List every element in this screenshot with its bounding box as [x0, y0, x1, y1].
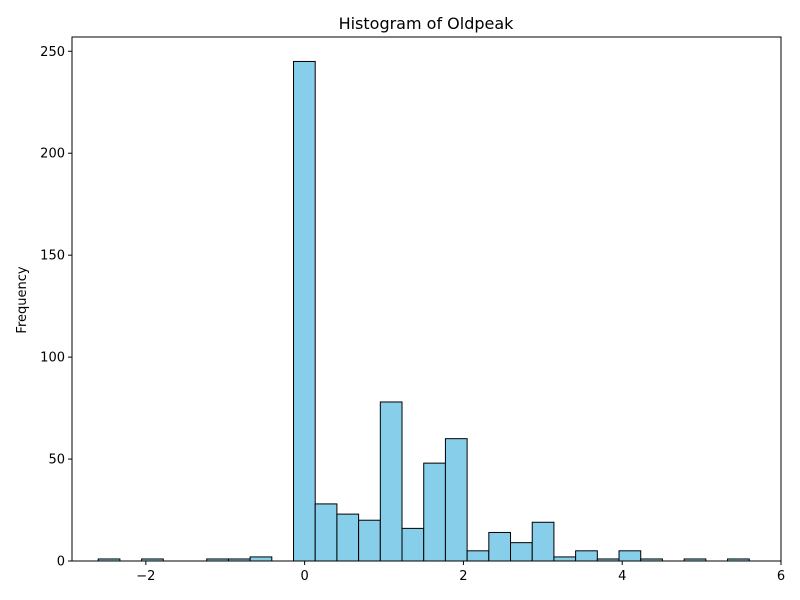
histogram-bar	[618, 550, 642, 562]
y-tick-label: 100	[40, 351, 65, 366]
histogram-bar	[293, 60, 316, 562]
histogram-bar	[531, 521, 555, 562]
histogram-bar	[553, 556, 577, 562]
x-tick-label: 2	[459, 569, 467, 584]
histogram-bar	[575, 550, 598, 562]
x-axis-ticks: −2 0 2 4 6	[136, 561, 785, 584]
y-tick-label: 0	[57, 555, 65, 570]
y-axis-label: Frequency	[15, 266, 30, 333]
y-tick-label: 50	[48, 453, 65, 468]
x-tick-label: −2	[136, 569, 155, 584]
histogram-bar	[249, 556, 273, 562]
histogram-bar	[401, 527, 425, 562]
histogram-bar	[314, 503, 338, 562]
y-axis-ticks: 0 50 100 150 200 250	[40, 45, 72, 570]
x-tick-label: 4	[618, 569, 626, 584]
histogram-bar	[466, 550, 490, 562]
y-tick-label: 200	[40, 147, 65, 162]
plot-frame	[71, 36, 782, 562]
histogram-bar	[510, 542, 533, 562]
x-tick-label: 6	[777, 569, 785, 584]
histogram-bar	[423, 462, 446, 562]
y-tick-label: 250	[40, 45, 65, 60]
chart-title: Histogram of Oldpeak	[339, 14, 515, 33]
histogram-bar	[488, 531, 512, 562]
bars-group	[97, 60, 750, 562]
x-tick-label: 0	[300, 569, 308, 584]
histogram-bar	[444, 438, 468, 562]
histogram-bar	[336, 513, 360, 562]
histogram-bar	[379, 401, 403, 562]
histogram-bar	[358, 519, 381, 562]
y-tick-label: 150	[40, 249, 65, 264]
